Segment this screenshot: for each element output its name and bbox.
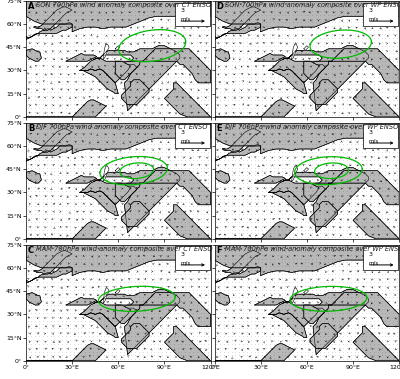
FancyBboxPatch shape [175, 124, 210, 148]
Polygon shape [304, 290, 308, 294]
Text: m/s: m/s [180, 138, 190, 143]
Text: DJF 700hPa wind anomaly composite over CT ENSO: DJF 700hPa wind anomaly composite over C… [36, 124, 208, 130]
FancyBboxPatch shape [363, 124, 398, 148]
Text: SON 700hPa wind anomaly composite over CT ENSO: SON 700hPa wind anomaly composite over C… [36, 2, 211, 8]
FancyBboxPatch shape [363, 246, 398, 269]
Text: DJF 700hPa wind anomaly composite over WP ENSO: DJF 700hPa wind anomaly composite over W… [225, 124, 398, 130]
FancyBboxPatch shape [175, 3, 210, 26]
Text: F: F [216, 246, 222, 255]
Text: m/s: m/s [369, 16, 379, 22]
Text: 3: 3 [369, 130, 373, 135]
Text: C: C [28, 246, 34, 255]
Text: SON 700hPa wind anomaly composite over WP ENSO: SON 700hPa wind anomaly composite over W… [225, 2, 400, 8]
Text: D: D [216, 2, 224, 11]
Text: A: A [28, 2, 34, 11]
FancyBboxPatch shape [175, 246, 210, 269]
Text: 3: 3 [180, 130, 184, 135]
Polygon shape [115, 290, 120, 294]
Polygon shape [103, 288, 109, 304]
Polygon shape [304, 168, 308, 172]
Polygon shape [115, 168, 120, 172]
Polygon shape [115, 46, 120, 50]
Polygon shape [103, 166, 109, 182]
Text: 3: 3 [369, 8, 373, 13]
Text: m/s: m/s [180, 260, 190, 265]
Text: 3: 3 [180, 252, 184, 257]
FancyBboxPatch shape [363, 3, 398, 26]
Text: B: B [28, 124, 34, 133]
Text: m/s: m/s [369, 138, 379, 143]
Text: m/s: m/s [369, 260, 379, 265]
Text: m/s: m/s [180, 16, 190, 22]
Polygon shape [292, 288, 298, 304]
Polygon shape [292, 44, 298, 60]
Polygon shape [292, 166, 298, 182]
Text: 3: 3 [180, 8, 184, 13]
Text: 3: 3 [369, 252, 373, 257]
Text: MAM 700hPa wind anomaly composite over WP ENSO: MAM 700hPa wind anomaly composite over W… [225, 246, 400, 252]
Text: E: E [216, 124, 222, 133]
Polygon shape [103, 44, 109, 60]
Polygon shape [304, 46, 308, 50]
Text: MAM 700hPa wind anomaly composite over CT ENSO: MAM 700hPa wind anomaly composite over C… [36, 246, 213, 252]
